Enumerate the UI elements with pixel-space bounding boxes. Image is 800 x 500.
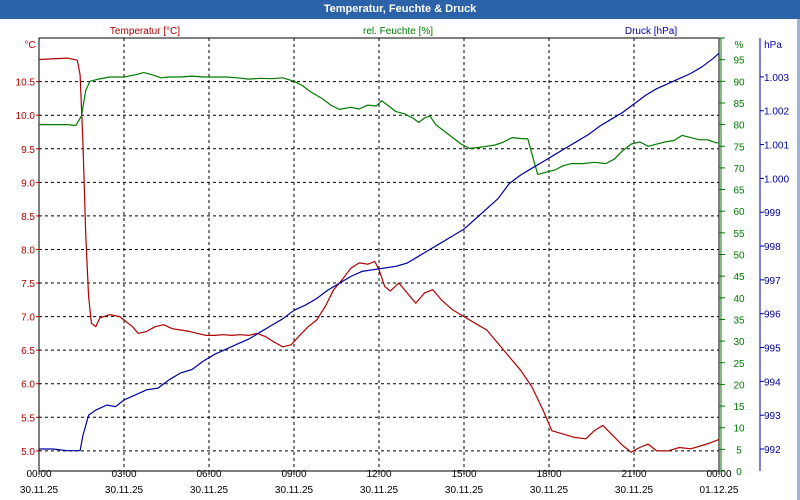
x-tick-date-label: 01.12.25 (700, 485, 739, 496)
humidity-tick-label: 60 (733, 207, 745, 218)
window-title: Temperatur, Feuchte & Druck (0, 0, 800, 19)
x-tick-time-label: 00:00 (26, 469, 51, 480)
pressure-tick-label: 1.003 (764, 73, 789, 84)
x-tick-time-label: 12:00 (366, 469, 391, 480)
pressure-tick-label: 1.002 (764, 107, 789, 118)
humidity-tick-label: 30 (733, 337, 745, 348)
humidity-tick-label: 65 (733, 186, 745, 197)
humidity-tick-label: % (735, 40, 744, 51)
pressure-tick-label: 992 (764, 445, 781, 456)
window-frame (797, 19, 800, 500)
temperature-tick-label: 6.0 (21, 380, 35, 391)
temperature-axis-title: Temperatur [°C] (110, 26, 180, 37)
humidity-tick-label: 10 (733, 424, 745, 435)
pressure-unit-label: hPa (764, 40, 782, 51)
temperature-line (38, 57, 720, 453)
humidity-tick-label: 40 (733, 294, 745, 305)
humidity-tick-label: 90 (733, 77, 745, 88)
axes (36, 37, 764, 475)
pressure-tick-label: 997 (764, 276, 781, 287)
x-tick-time-label: 03:00 (111, 469, 136, 480)
temperature-tick-label: 5.0 (21, 447, 35, 458)
humidity-tick-label: 45 (733, 272, 745, 283)
humidity-line (39, 72, 719, 175)
x-tick-date-label: 30.11.25 (530, 485, 569, 496)
humidity-tick-label: 70 (733, 164, 745, 175)
temperature-tick-label: 8.0 (21, 245, 35, 256)
pressure-tick-label: 1.000 (764, 174, 789, 185)
x-tick-time-label: 09:00 (281, 469, 306, 480)
pressure-tick-label: 995 (764, 344, 781, 355)
temperature-tick-label: 9.0 (21, 178, 35, 189)
humidity-tick-label: 85 (733, 99, 745, 110)
x-tick-time-label: 18:00 (536, 469, 561, 480)
humidity-tick-label: 35 (733, 315, 745, 326)
x-tick-date-label: 30.11.25 (20, 485, 59, 496)
series-lines (38, 52, 720, 453)
temperature-tick-label: 7.0 (21, 313, 35, 324)
humidity-tick-label: 5 (736, 445, 742, 456)
humidity-tick-label: 80 (733, 121, 745, 132)
humidity-tick-label: 0 (736, 467, 742, 478)
pressure-tick-label: 993 (764, 411, 781, 422)
pressure-tick-label: 1.001 (764, 141, 789, 152)
humidity-tick-label: 50 (733, 251, 745, 262)
x-tick-date-label: 30.11.25 (615, 485, 654, 496)
x-tick-date-label: 30.11.25 (445, 485, 484, 496)
humidity-tick-label: 95 (733, 56, 745, 67)
temperature-tick-label: 7.5 (21, 279, 35, 290)
temperature-tick-label: 5.5 (21, 413, 35, 424)
pressure-tick-label: 996 (764, 310, 781, 321)
temperature-tick-label: 9.5 (21, 145, 35, 156)
humidity-axis-title: rel. Feuchte [%] (363, 26, 433, 37)
grid (39, 38, 719, 471)
humidity-tick-label: 75 (733, 142, 745, 153)
x-tick-date-label: 30.11.25 (360, 485, 399, 496)
x-tick-time-label: 00:00 (706, 469, 731, 480)
temperature-tick-label: 10.0 (16, 111, 36, 122)
chart: °C 5.0 5.5 6.0 6.5 7.0 7.5 8.0 8.5 9.0 9.5 10.0 10.5… (0, 19, 800, 500)
tick-labels: °C 5.0 5.5 6.0 6.5 7.0 7.5 8.0 8.5 9.0 9.5 10.0 10.5… (16, 26, 790, 496)
x-tick-date-label: 30.11.25 (105, 485, 144, 496)
x-tick-time-label: 15:00 (451, 469, 476, 480)
pressure-tick-label: 994 (764, 377, 781, 388)
pressure-axis-title: Druck [hPa] (625, 26, 677, 37)
x-tick-date-label: 30.11.25 (190, 485, 229, 496)
temperature-tick-label: 10.5 (16, 78, 36, 89)
temperature-tick-label: 8.5 (21, 212, 35, 223)
pressure-line (39, 52, 720, 452)
x-tick-time-label: 21:00 (621, 469, 646, 480)
humidity-tick-label: 20 (733, 380, 745, 391)
humidity-tick-label: 25 (733, 359, 745, 370)
temperature-tick-label: 6.5 (21, 346, 35, 357)
temperature-unit-label: °C (24, 40, 35, 51)
pressure-tick-label: 999 (764, 208, 781, 219)
pressure-tick-label: 998 (764, 242, 781, 253)
humidity-tick-label: 55 (733, 229, 745, 240)
humidity-tick-label: 15 (733, 402, 745, 413)
x-tick-date-label: 30.11.25 (275, 485, 314, 496)
x-tick-time-label: 06:00 (196, 469, 221, 480)
